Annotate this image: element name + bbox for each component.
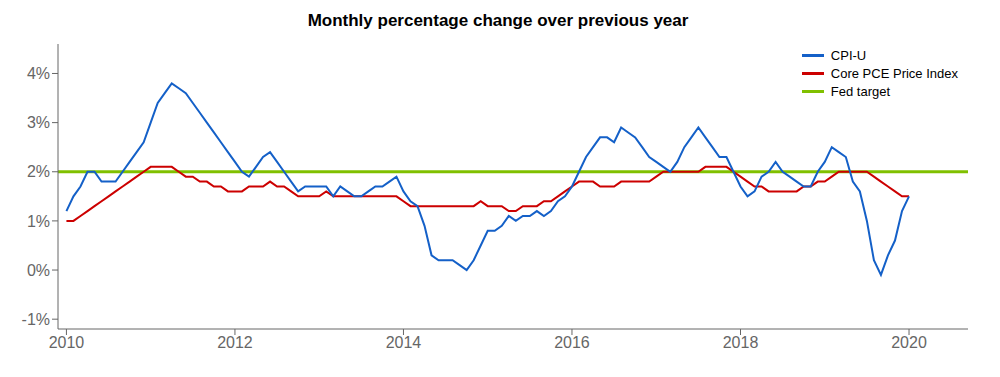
svg-text:2018: 2018 xyxy=(723,334,759,351)
html-text:Monthly percentage change over: Monthly percentage change over previous … xyxy=(307,11,689,30)
svg-text:4%: 4% xyxy=(27,65,50,82)
svg-text:2016: 2016 xyxy=(554,334,590,351)
svg-text:1%: 1% xyxy=(27,213,50,230)
svg-text:2010: 2010 xyxy=(49,334,85,351)
html-text:CPI-U: CPI-U xyxy=(830,48,867,63)
svg-text:0%: 0% xyxy=(27,262,50,279)
svg-text:2012: 2012 xyxy=(217,334,253,351)
svg-text:-1%: -1% xyxy=(22,311,50,328)
svg-text:3%: 3% xyxy=(27,114,50,131)
html-text:Fed target: Fed target xyxy=(830,84,891,99)
svg-text:2020: 2020 xyxy=(891,334,927,351)
html-text:Core PCE Price Index: Core PCE Price Index xyxy=(830,66,958,81)
svg-text:2014: 2014 xyxy=(386,334,422,351)
svg-text:2%: 2% xyxy=(27,163,50,180)
